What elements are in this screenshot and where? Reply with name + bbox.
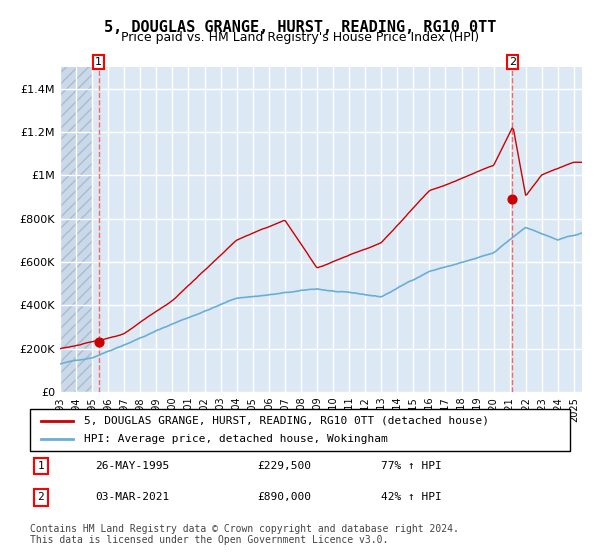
- Text: 5, DOUGLAS GRANGE, HURST, READING, RG10 0TT: 5, DOUGLAS GRANGE, HURST, READING, RG10 …: [104, 20, 496, 35]
- Text: 2: 2: [509, 57, 516, 67]
- Text: HPI: Average price, detached house, Wokingham: HPI: Average price, detached house, Woki…: [84, 434, 388, 444]
- Text: 26-MAY-1995: 26-MAY-1995: [95, 461, 169, 471]
- FancyBboxPatch shape: [30, 409, 570, 451]
- Text: Price paid vs. HM Land Registry's House Price Index (HPI): Price paid vs. HM Land Registry's House …: [121, 31, 479, 44]
- Text: 03-MAR-2021: 03-MAR-2021: [95, 492, 169, 502]
- Bar: [60, 67, 92, 392]
- Text: 1: 1: [95, 57, 102, 67]
- Text: £229,500: £229,500: [257, 461, 311, 471]
- Text: £890,000: £890,000: [257, 492, 311, 502]
- Point: [508, 195, 517, 204]
- Text: 2: 2: [37, 492, 44, 502]
- Text: 42% ↑ HPI: 42% ↑ HPI: [381, 492, 442, 502]
- Text: Contains HM Land Registry data © Crown copyright and database right 2024.
This d: Contains HM Land Registry data © Crown c…: [30, 524, 459, 545]
- Point: [94, 338, 103, 347]
- Text: 5, DOUGLAS GRANGE, HURST, READING, RG10 0TT (detached house): 5, DOUGLAS GRANGE, HURST, READING, RG10 …: [84, 416, 489, 426]
- Text: 1: 1: [37, 461, 44, 471]
- Text: 77% ↑ HPI: 77% ↑ HPI: [381, 461, 442, 471]
